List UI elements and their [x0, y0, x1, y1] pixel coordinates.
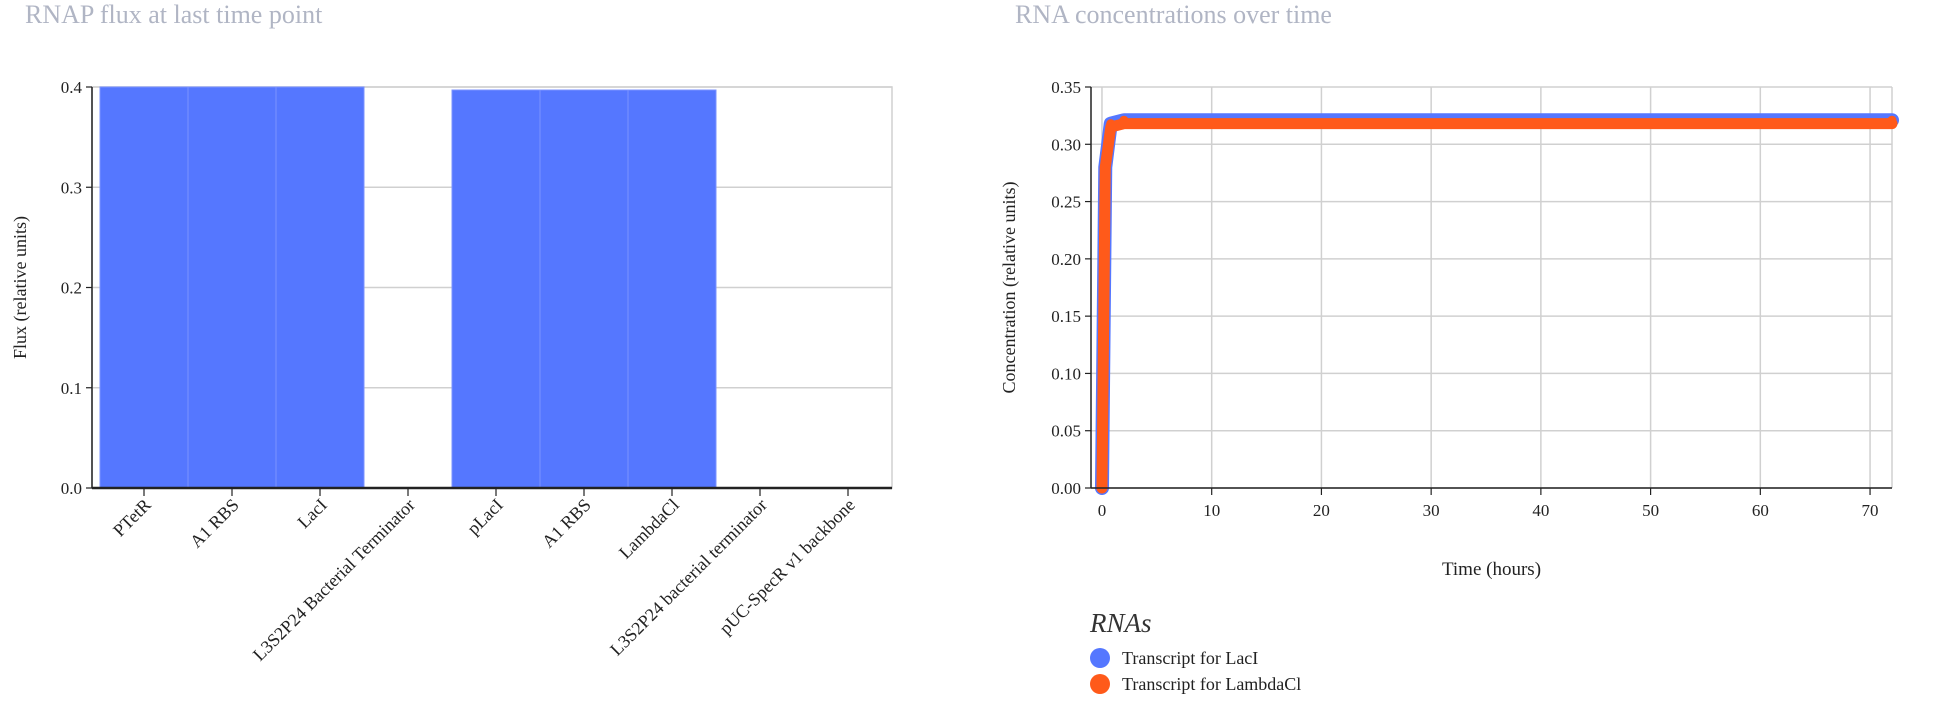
line-y-tick-label: 0.25	[1051, 193, 1081, 212]
legend-swatch-lambdacl	[1090, 674, 1110, 694]
line-x-tick-label: 20	[1313, 501, 1330, 520]
legend-item-lambdacl[interactable]: Transcript for LambdaCl	[1090, 671, 1301, 697]
line-x-tick-label: 50	[1642, 501, 1659, 520]
legend-swatch-laci	[1090, 648, 1110, 668]
bar-x-tick-label: A1 RBS	[186, 495, 243, 552]
series-2-point	[1887, 119, 1897, 129]
bar-7	[627, 89, 717, 489]
bar-5	[451, 89, 541, 489]
series-2-point	[1106, 122, 1116, 132]
bar-y-tick-label: 0.4	[61, 78, 83, 97]
line-y-tick-label: 0.05	[1051, 422, 1081, 441]
bar-x-tick-label: L3S2P24 bacterial terminator	[606, 495, 771, 660]
series-line-2	[1096, 118, 1898, 494]
bar-y-tick-label: 0.0	[61, 479, 82, 498]
line-y-axis-label: Concentration (relative units)	[999, 182, 1020, 394]
line-x-axis-label: Time (hours)	[1442, 559, 1541, 580]
bar-2	[187, 86, 277, 489]
line-y-tick-label: 0.15	[1051, 307, 1081, 326]
series-2-point	[1119, 119, 1129, 129]
line-x-tick-label: 70	[1862, 501, 1879, 520]
line-x-tick-label: 60	[1752, 501, 1769, 520]
line-x-tick-label: 30	[1423, 501, 1440, 520]
bar-y-axis-label: Flux (relative units)	[10, 216, 31, 359]
series-line-1	[1094, 113, 1899, 495]
line-y-tick-label: 0.00	[1051, 479, 1081, 498]
series-2-point	[1100, 162, 1110, 172]
line-y-tick-label: 0.30	[1051, 135, 1081, 154]
bar-x-tick-label: LacI	[293, 495, 330, 532]
line-y-tick-label: 0.20	[1051, 250, 1081, 269]
line-y-tick-label: 0.10	[1051, 364, 1081, 383]
bar-x-tick-label: LambdaCl	[615, 495, 683, 563]
line-x-tick-label: 40	[1532, 501, 1549, 520]
bar-6	[539, 89, 629, 489]
line-x-tick-label: 10	[1203, 501, 1220, 520]
legend-label-lambdacl: Transcript for LambdaCl	[1122, 673, 1302, 694]
bar-y-tick-label: 0.3	[61, 178, 82, 197]
bar-x-tick-label: pLacI	[463, 495, 507, 539]
line-x-tick-label: 0	[1098, 501, 1107, 520]
legend-item-laci[interactable]: Transcript for LacI	[1090, 645, 1301, 671]
rna-legend: RNAs Transcript for LacI Transcript for …	[1090, 608, 1301, 697]
bar-x-tick-label: PTetR	[109, 495, 155, 541]
bar-y-tick-label: 0.1	[61, 379, 82, 398]
bar-y-tick-label: 0.2	[61, 279, 82, 298]
legend-label-laci: Transcript for LacI	[1122, 647, 1259, 668]
line-y-tick-label: 0.35	[1051, 78, 1081, 97]
legend-title: RNAs	[1090, 608, 1152, 638]
bar-x-tick-label: A1 RBS	[538, 495, 595, 552]
bar-1	[99, 86, 189, 489]
line-chart: 0.00 0.05 0.10 0.15 0.20 0.25 0.30 0.35 0 10 20 30 4…	[999, 78, 1899, 580]
bar-chart-title: RNAP flux at last time point	[25, 0, 323, 29]
bar-3	[275, 86, 365, 489]
bar-x-tick-label: L3S2P24 Bacterial Terminator	[249, 495, 419, 665]
line-chart-title: RNA concentrations over time	[1015, 0, 1332, 29]
